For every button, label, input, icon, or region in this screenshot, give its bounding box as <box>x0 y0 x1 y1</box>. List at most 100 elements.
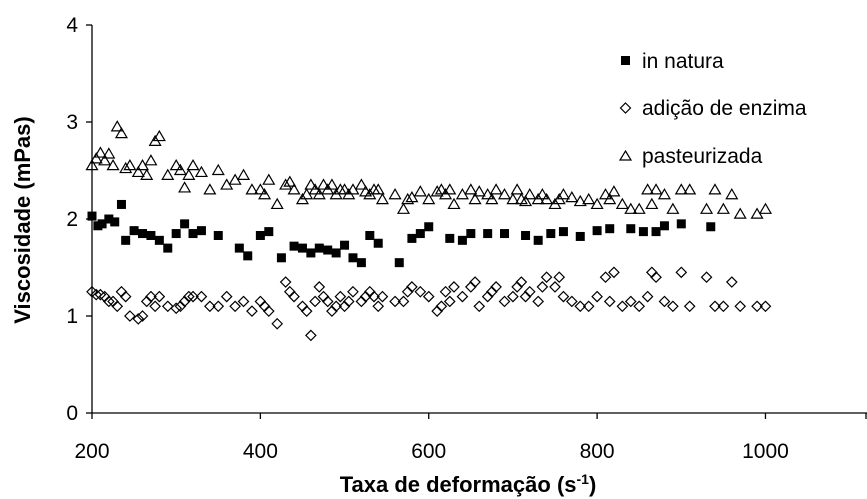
legend-marker-open-triangle-icon <box>618 149 633 161</box>
data-point-open-triangle <box>93 146 107 158</box>
data-point-open-triangle <box>279 178 293 190</box>
data-point-filled-square <box>348 253 358 263</box>
data-point-open-diamond <box>414 285 427 298</box>
data-point-filled-square <box>356 258 366 268</box>
data-point-open-triangle <box>603 192 617 205</box>
data-point-open-triangle <box>590 197 604 210</box>
data-point-filled-square <box>163 243 173 253</box>
data-point-open-triangle <box>510 183 524 195</box>
data-point-open-triangle <box>253 183 267 195</box>
data-point-open-diamond <box>145 290 157 303</box>
data-point-open-triangle <box>700 202 714 214</box>
y-tick-label: 1 <box>66 305 78 328</box>
data-point-open-triangle <box>674 183 688 195</box>
data-point-open-diamond <box>237 295 250 308</box>
data-point-open-diamond <box>616 300 629 313</box>
data-point-filled-square <box>521 230 531 240</box>
data-point-open-triangle <box>582 192 596 205</box>
data-point-open-diamond <box>532 295 545 308</box>
data-point-filled-square <box>180 219 190 229</box>
data-point-filled-square <box>407 233 417 243</box>
data-point-filled-square <box>659 221 669 231</box>
data-point-open-diamond <box>300 305 313 317</box>
data-point-open-diamond <box>376 290 389 303</box>
data-point-open-diamond <box>321 295 334 308</box>
data-point-filled-square <box>97 219 107 229</box>
y-axis-title: Viscosidade (mPas) <box>10 116 35 323</box>
legend-label: adição de enzima <box>642 97 807 120</box>
data-point-filled-square <box>445 233 455 243</box>
data-point-open-triangle <box>169 158 183 171</box>
data-point-open-triangle <box>110 120 124 132</box>
data-point-open-diamond <box>624 295 637 308</box>
data-point-filled-square <box>276 253 286 263</box>
ticks <box>86 24 867 419</box>
data-point-open-diamond <box>599 271 612 284</box>
data-point-filled-square <box>306 248 316 258</box>
data-point-open-diamond <box>540 271 553 284</box>
tick-labels: 0 1 2 3 4 200 400 600 800 1000 <box>66 14 789 463</box>
data-point-open-diamond <box>397 295 410 308</box>
data-point-filled-square <box>331 248 341 258</box>
data-point-open-triangle <box>316 178 331 190</box>
data-point-open-triangle <box>422 192 436 205</box>
data-point-open-diamond <box>523 285 536 298</box>
data-point-open-triangle <box>102 147 116 159</box>
data-point-open-triangle <box>615 197 629 210</box>
data-point-open-triangle <box>152 129 166 142</box>
data-point-filled-square <box>706 222 716 232</box>
data-point-open-diamond <box>368 290 380 303</box>
data-point-open-triangle <box>85 158 99 171</box>
data-point-open-diamond <box>473 300 486 313</box>
data-point-filled-square <box>116 199 126 209</box>
data-point-open-triangle <box>270 197 284 210</box>
legend-item-adicao-de-enzima: adição de enzima <box>619 97 807 120</box>
data-point-open-diamond <box>119 290 132 303</box>
data-point-open-triangle <box>472 185 486 197</box>
data-point-open-triangle <box>131 165 145 178</box>
data-point-open-triangle <box>186 158 200 171</box>
data-point-open-triangle <box>708 183 722 195</box>
data-point-open-diamond <box>132 313 145 325</box>
data-point-open-diamond <box>431 305 444 317</box>
data-point-open-triangle <box>464 183 478 195</box>
legend-item-pasteurizada: pasteurizada <box>618 145 763 168</box>
data-point-open-diamond <box>111 300 124 313</box>
data-point-open-diamond <box>178 295 191 308</box>
data-point-open-triangle <box>573 194 587 207</box>
data-point-open-diamond <box>355 295 368 308</box>
data-point-open-diamond <box>469 276 481 288</box>
data-point-open-triangle <box>304 178 318 190</box>
data-point-open-triangle <box>338 183 352 195</box>
data-point-filled-square <box>314 243 324 253</box>
x-tick-label: 600 <box>411 440 446 463</box>
data-point-filled-square <box>575 231 585 241</box>
legend-item-in-natura: in natura <box>621 50 724 73</box>
data-point-filled-square <box>234 243 244 253</box>
data-point-open-diamond <box>174 300 187 313</box>
data-point-open-triangle <box>211 163 225 176</box>
x-axis-unit-exponent: -1 <box>577 471 590 487</box>
data-point-open-triangle <box>182 168 196 180</box>
data-point-open-triangle <box>624 202 638 214</box>
data-point-open-diamond <box>591 290 603 303</box>
x-tick-label: 200 <box>74 440 109 463</box>
data-point-filled-square <box>373 238 383 248</box>
data-point-open-diamond <box>717 300 730 313</box>
data-point-open-triangle <box>405 190 419 203</box>
data-point-open-diamond <box>372 300 385 313</box>
x-tick-label: 800 <box>580 440 615 463</box>
data-point-open-triangle <box>497 188 512 200</box>
data-point-open-diamond <box>498 295 511 308</box>
data-point-filled-square <box>546 229 556 239</box>
data-point-open-diamond <box>658 295 671 308</box>
data-point-open-diamond <box>262 305 275 317</box>
data-point-open-diamond <box>511 281 523 293</box>
data-point-filled-square <box>457 235 467 245</box>
data-point-open-diamond <box>683 300 696 313</box>
data-point-open-diamond <box>603 295 616 308</box>
data-point-open-diamond <box>507 290 519 303</box>
y-tick-label: 2 <box>66 208 78 231</box>
data-point-open-triangle <box>556 188 570 200</box>
data-point-open-diamond <box>305 329 317 342</box>
